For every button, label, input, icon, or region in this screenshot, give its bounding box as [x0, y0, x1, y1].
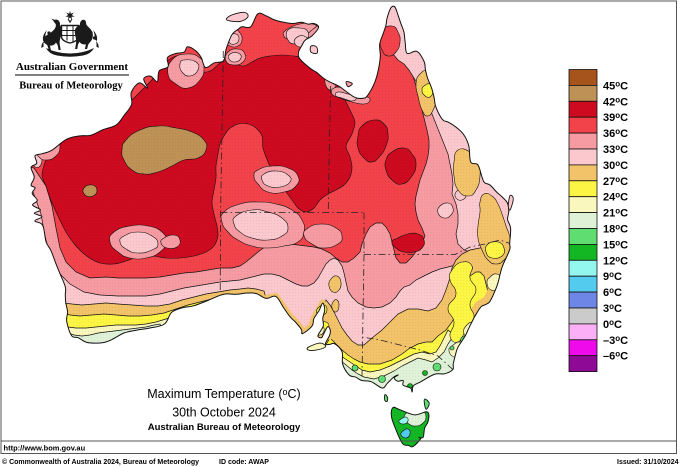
svg-text:30oC: 30oC [603, 159, 628, 172]
svg-text:27oC: 27oC [603, 175, 628, 188]
svg-text:33oC: 33oC [603, 143, 628, 156]
svg-text:6oC: 6oC [603, 286, 622, 299]
svg-text:0oC: 0oC [603, 318, 622, 331]
svg-text:Maximum Temperature (oC): Maximum Temperature (oC) [147, 387, 300, 401]
svg-text:45oC: 45oC [603, 79, 628, 92]
svg-text:15oC: 15oC [603, 238, 628, 251]
svg-text:ID code: AWAP: ID code: AWAP [219, 459, 269, 466]
svg-text:Issued: 31/10/2024: Issued: 31/10/2024 [617, 459, 679, 466]
svg-text:Australian Bureau of Meteorolo: Australian Bureau of Meteorology [148, 422, 301, 433]
svg-text:http://www.bom.gov.au: http://www.bom.gov.au [4, 444, 86, 453]
svg-text:21oC: 21oC [603, 207, 628, 220]
svg-text:–3oC: –3oC [603, 334, 628, 347]
svg-text:12oC: 12oC [603, 254, 628, 267]
svg-text:39oC: 39oC [603, 111, 628, 124]
svg-text:24oC: 24oC [603, 191, 628, 204]
svg-text:36oC: 36oC [603, 127, 628, 140]
svg-text:3oC: 3oC [603, 302, 622, 315]
svg-text:9oC: 9oC [603, 270, 622, 283]
svg-text:–6oC: –6oC [603, 350, 628, 363]
svg-text:42oC: 42oC [603, 95, 628, 108]
svg-text:Australian Government: Australian Government [16, 61, 128, 73]
svg-text:Bureau of Meteorology: Bureau of Meteorology [19, 81, 123, 92]
svg-text:30th October 2024: 30th October 2024 [172, 406, 276, 420]
svg-text:18oC: 18oC [603, 223, 628, 236]
svg-text:© Commonwealth of Australia 20: © Commonwealth of Australia 2024, Bureau… [2, 458, 199, 466]
